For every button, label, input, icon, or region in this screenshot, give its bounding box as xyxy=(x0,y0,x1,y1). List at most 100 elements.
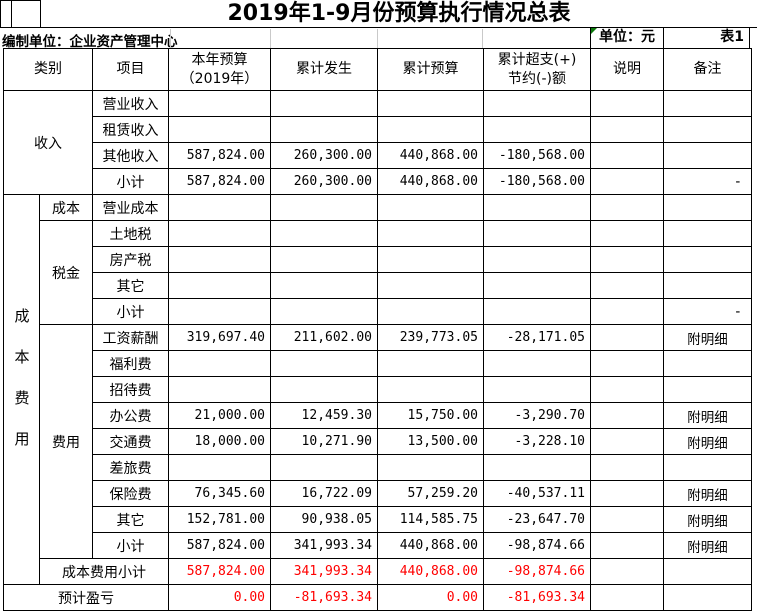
remark-cell[interactable]: - xyxy=(663,168,752,195)
note-cell[interactable] xyxy=(590,142,664,169)
diff-cell[interactable]: -3,228.10 xyxy=(483,428,591,455)
budget-cell[interactable] xyxy=(168,376,271,403)
item-cell[interactable]: 工资薪酬 xyxy=(92,324,169,351)
remark-cell[interactable]: 附明细 xyxy=(663,324,752,351)
actual-cell[interactable] xyxy=(270,298,378,325)
actual-cell[interactable] xyxy=(270,116,378,143)
title-stub-cell-b[interactable] xyxy=(12,0,41,27)
diff-cell[interactable] xyxy=(483,220,591,247)
unit-label-cell[interactable]: 单位：元 xyxy=(590,28,664,48)
note-cell[interactable] xyxy=(590,194,664,221)
item-cell[interactable]: 招待费 xyxy=(92,376,169,403)
note-cell[interactable] xyxy=(590,220,664,247)
col-header-remark[interactable]: 备注 xyxy=(663,48,752,91)
col-header-cumulative-budget[interactable]: 累计预算 xyxy=(377,48,484,91)
budget-cell[interactable] xyxy=(168,194,271,221)
cum-budget-cell[interactable] xyxy=(377,272,484,299)
cum-budget-cell[interactable]: 15,750.00 xyxy=(377,402,484,429)
cum-budget-cell[interactable] xyxy=(377,376,484,403)
remark-cell[interactable] xyxy=(663,194,752,221)
note-cell[interactable] xyxy=(590,116,664,143)
note-cell[interactable] xyxy=(590,402,664,429)
cum-budget-cell[interactable]: 440,868.00 xyxy=(377,532,484,559)
diff-cell[interactable] xyxy=(483,246,591,273)
cum-budget-cell[interactable] xyxy=(377,454,484,481)
remark-cell[interactable] xyxy=(663,220,752,247)
budget-cell[interactable]: 0.00 xyxy=(168,584,271,611)
diff-cell[interactable]: -98,874.66 xyxy=(483,532,591,559)
remark-cell[interactable]: 附明细 xyxy=(663,506,752,533)
diff-cell[interactable] xyxy=(483,454,591,481)
note-cell[interactable] xyxy=(590,272,664,299)
cum-budget-cell[interactable]: 239,773.05 xyxy=(377,324,484,351)
note-cell[interactable] xyxy=(590,584,664,611)
budget-cell[interactable] xyxy=(168,246,271,273)
prepared-by-label[interactable]: 编制单位：企业资产管理中心 xyxy=(2,34,178,50)
cum-budget-cell[interactable]: 13,500.00 xyxy=(377,428,484,455)
diff-cell[interactable] xyxy=(483,272,591,299)
diff-cell[interactable]: -40,537.11 xyxy=(483,480,591,507)
cum-budget-cell[interactable]: 440,868.00 xyxy=(377,168,484,195)
remark-cell[interactable]: - xyxy=(663,298,752,325)
cum-budget-cell[interactable]: 57,259.20 xyxy=(377,480,484,507)
item-cell[interactable]: 交通费 xyxy=(92,428,169,455)
budget-cell[interactable]: 18,000.00 xyxy=(168,428,271,455)
item-cell[interactable]: 成本费用小计 xyxy=(39,558,169,585)
actual-cell[interactable]: 260,300.00 xyxy=(270,168,378,195)
item-cell[interactable]: 福利费 xyxy=(92,350,169,377)
budget-cell[interactable] xyxy=(168,350,271,377)
item-cell[interactable]: 房产税 xyxy=(92,246,169,273)
group-cost-expense-cell[interactable]: 成本费用 xyxy=(3,194,40,585)
diff-cell[interactable] xyxy=(483,376,591,403)
item-cell[interactable]: 小计 xyxy=(92,168,169,195)
budget-cell[interactable] xyxy=(168,220,271,247)
note-cell[interactable] xyxy=(590,428,664,455)
diff-cell[interactable] xyxy=(483,194,591,221)
group-income-cell[interactable]: 收入 xyxy=(3,90,93,195)
cum-budget-cell[interactable]: 440,868.00 xyxy=(377,142,484,169)
budget-cell[interactable] xyxy=(168,454,271,481)
actual-cell[interactable] xyxy=(270,376,378,403)
diff-cell[interactable]: -23,647.70 xyxy=(483,506,591,533)
note-cell[interactable] xyxy=(590,376,664,403)
col-header-category[interactable]: 类别 xyxy=(3,48,93,91)
cum-budget-cell[interactable]: 114,585.75 xyxy=(377,506,484,533)
note-cell[interactable] xyxy=(590,480,664,507)
diff-cell[interactable] xyxy=(483,298,591,325)
actual-cell[interactable] xyxy=(270,194,378,221)
group-expense-cell[interactable]: 费用 xyxy=(39,324,93,559)
budget-cell[interactable]: 587,824.00 xyxy=(168,142,271,169)
diff-cell[interactable]: -3,290.70 xyxy=(483,402,591,429)
note-cell[interactable] xyxy=(590,532,664,559)
remark-cell[interactable] xyxy=(663,376,752,403)
group-tax-cell[interactable]: 税金 xyxy=(39,220,93,325)
note-cell[interactable] xyxy=(590,168,664,195)
page-title[interactable]: 2019年1-9月份预算执行情况总表 xyxy=(227,1,571,26)
cum-budget-cell[interactable] xyxy=(377,90,484,117)
diff-cell[interactable] xyxy=(483,90,591,117)
budget-cell[interactable]: 319,697.40 xyxy=(168,324,271,351)
item-cell[interactable]: 办公费 xyxy=(92,402,169,429)
col-header-over-save[interactable]: 累计超支(+) 节约(-)额 xyxy=(483,48,591,91)
actual-cell[interactable]: 341,993.34 xyxy=(270,558,378,585)
note-cell[interactable] xyxy=(590,90,664,117)
budget-cell[interactable] xyxy=(168,116,271,143)
cum-budget-cell[interactable]: 0.00 xyxy=(377,584,484,611)
actual-cell[interactable] xyxy=(270,220,378,247)
actual-cell[interactable]: 211,602.00 xyxy=(270,324,378,351)
diff-cell[interactable]: -98,874.66 xyxy=(483,558,591,585)
item-cell[interactable]: 其它 xyxy=(92,272,169,299)
cum-budget-cell[interactable]: 440,868.00 xyxy=(377,558,484,585)
cum-budget-cell[interactable] xyxy=(377,246,484,273)
item-cell[interactable]: 小计 xyxy=(92,532,169,559)
actual-cell[interactable] xyxy=(270,246,378,273)
budget-cell[interactable]: 587,824.00 xyxy=(168,168,271,195)
note-cell[interactable] xyxy=(590,350,664,377)
group-cost-cell[interactable]: 成本 xyxy=(39,194,93,221)
col-header-item[interactable]: 项目 xyxy=(92,48,169,91)
cum-budget-cell[interactable] xyxy=(377,298,484,325)
cum-budget-cell[interactable] xyxy=(377,220,484,247)
actual-cell[interactable]: 260,300.00 xyxy=(270,142,378,169)
remark-cell[interactable] xyxy=(663,272,752,299)
note-cell[interactable] xyxy=(590,454,664,481)
